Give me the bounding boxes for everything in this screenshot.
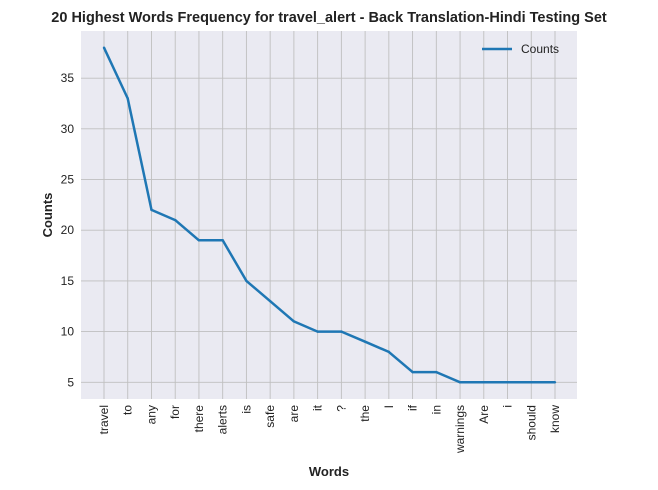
y-tick-label: 15 xyxy=(61,274,75,288)
y-tick-labels: 5 10 15 20 25 30 35 xyxy=(61,71,75,389)
x-tick-label: is xyxy=(239,405,253,414)
data-point xyxy=(197,239,201,242)
y-tick-label: 20 xyxy=(61,223,75,237)
x-tick-label: know xyxy=(548,405,562,433)
x-tick-label: to xyxy=(121,405,135,415)
data-point xyxy=(363,340,367,343)
legend-label-counts: Counts xyxy=(521,42,559,56)
data-point xyxy=(530,381,533,384)
x-tick-label: I xyxy=(382,405,396,408)
x-tick-label: warnings xyxy=(453,405,467,454)
y-tick-label: 5 xyxy=(67,375,74,389)
x-tick-label: travel xyxy=(97,405,111,434)
data-point xyxy=(435,370,438,374)
x-tick-labels: travel to any for there alerts is safe are it? the… xyxy=(97,404,562,454)
series-lines xyxy=(102,46,557,384)
x-tick-label: should xyxy=(524,405,538,440)
data-point xyxy=(458,381,462,384)
data-point xyxy=(316,330,319,333)
x-tick-label: if xyxy=(406,404,420,411)
data-point xyxy=(221,239,224,242)
y-tick-label: 35 xyxy=(61,71,75,85)
x-axis-label: Words xyxy=(309,464,349,479)
data-point xyxy=(292,320,296,323)
data-point xyxy=(482,381,485,384)
x-tick-label: for xyxy=(168,405,182,419)
data-point xyxy=(268,299,272,303)
y-axis-label: Counts xyxy=(40,193,55,238)
x-tick-label: are xyxy=(287,405,301,423)
chart-title: 20 Highest Words Frequency for travel_al… xyxy=(51,10,607,26)
x-tick-label: any xyxy=(144,405,158,424)
grid-lines xyxy=(81,31,577,399)
y-tick-label: 25 xyxy=(61,173,75,187)
x-tick-label: it xyxy=(311,404,325,411)
x-tick-label: safe xyxy=(263,405,277,428)
y-tick-label: 10 xyxy=(61,325,75,339)
x-tick-label: Are xyxy=(477,405,491,424)
plot-area xyxy=(81,31,577,399)
data-point xyxy=(102,46,106,49)
data-point xyxy=(126,97,129,100)
x-tick-label: the xyxy=(358,405,372,422)
legend: Counts xyxy=(482,42,559,56)
data-point xyxy=(174,218,177,222)
data-point xyxy=(506,381,509,384)
x-tick-label: there xyxy=(192,405,206,433)
data-point xyxy=(150,208,153,212)
y-tick-label: 30 xyxy=(61,122,75,136)
data-point xyxy=(411,370,414,374)
data-point xyxy=(245,279,248,283)
x-tick-label: i xyxy=(501,405,515,408)
x-tick-label: ? xyxy=(334,405,348,412)
x-tick-label: in xyxy=(429,405,443,414)
data-point xyxy=(340,330,343,333)
data-point xyxy=(553,381,557,384)
series-line xyxy=(102,47,555,384)
x-tick-label: alerts xyxy=(216,405,230,434)
data-point xyxy=(387,350,391,354)
